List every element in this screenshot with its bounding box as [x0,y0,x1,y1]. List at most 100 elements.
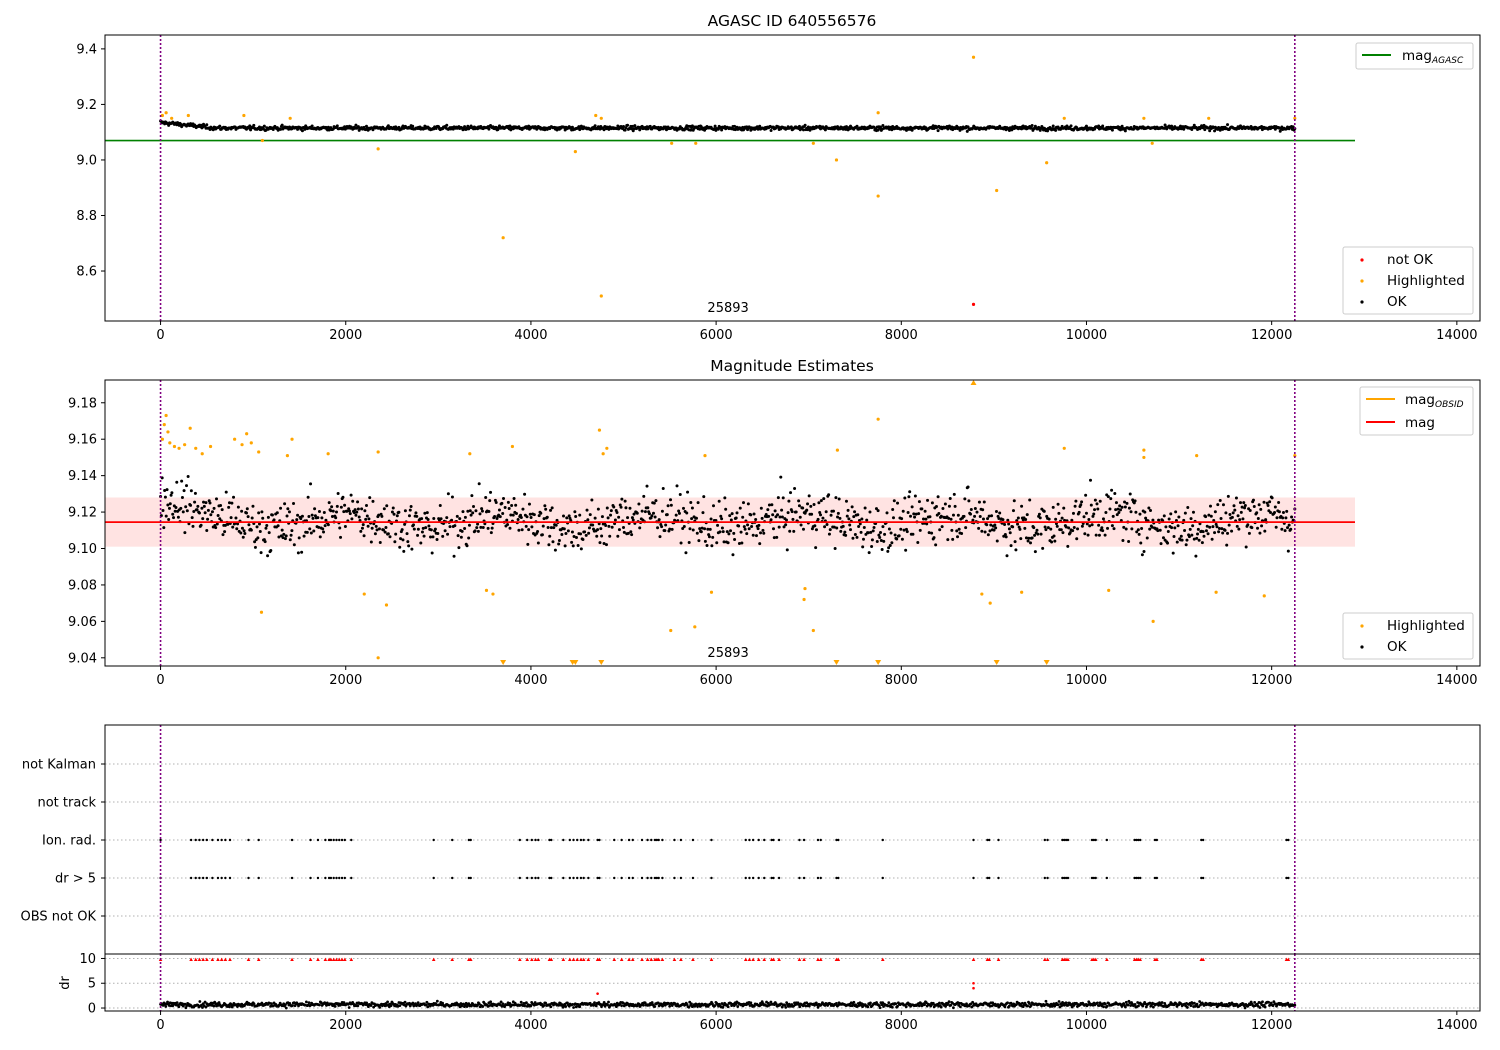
dr-ok-point [386,1000,389,1004]
ok-point [308,527,312,531]
ok-point [907,495,911,499]
ok-point [1280,527,1284,531]
flag-point [798,838,801,842]
dr-capped-point [1045,957,1050,961]
flag-point [562,876,565,880]
ok-point [1226,123,1230,127]
ok-point [579,547,583,551]
ok-point [769,129,773,133]
ok-point [928,515,932,519]
highlighted-point [376,450,380,454]
ok-point [1114,508,1118,512]
flag-point [324,876,327,880]
ok-point [310,513,314,517]
ok-point [952,492,956,496]
flag-point [327,838,331,842]
dr-ok-point [947,1000,951,1004]
ok-point [1256,517,1260,521]
dr-capped-point [581,957,586,961]
ok-point [248,124,252,128]
ok-point [350,517,354,521]
ok-point [386,532,390,536]
ok-point [280,123,284,127]
flag-point [1138,838,1142,842]
flag-point [324,838,327,842]
dr-ok-point [1103,1002,1107,1006]
dr-ok-point [721,1005,725,1009]
ok-point [690,124,694,128]
ok-point [870,545,874,549]
dr-ok-point [424,1003,428,1007]
highlighted-point [290,437,294,441]
dr-ok-point [252,1002,256,1006]
ok-point [646,506,650,510]
ok-point [828,528,832,532]
dr-capped-point [219,957,224,961]
ok-point [443,529,447,533]
ok-point [186,475,190,479]
ok-point [957,527,961,531]
flag-point [469,838,472,842]
dr-ok-point [403,1000,407,1004]
ok-point [179,506,183,510]
ok-point [1046,526,1050,530]
ok-point [1068,531,1072,535]
ok-point [253,545,257,549]
legend-highlighted-label: Highlighted [1387,618,1465,634]
ok-point [891,516,895,520]
ok-point [737,524,741,528]
ok-point [290,529,294,533]
flag-point [194,838,197,842]
ok-point [1189,517,1193,521]
ok-point [786,511,790,515]
ok-point [891,507,895,511]
ok-point [230,501,234,505]
dr-ok-point [931,1001,935,1005]
ok-point [1057,511,1061,515]
ok-point [479,525,483,529]
ok-point [761,528,765,532]
dr-capped-point [193,957,198,961]
ok-point [888,543,892,547]
dr-ok-point [1192,1001,1196,1005]
ok-point [1097,533,1101,537]
ok-point [640,509,644,513]
ok-point [729,518,733,522]
ok-point [1028,498,1032,502]
ok-point [362,534,366,538]
ok-point [657,518,661,522]
ok-point [893,533,897,537]
flag-point [802,876,806,880]
ok-point [1084,124,1088,128]
dr-ok-point [284,1006,288,1010]
dr-marks [158,954,1297,1011]
highlighted-point [876,194,880,198]
y-tick-label: 9.0 [76,153,97,168]
ok-point [682,524,686,528]
ok-point [1166,530,1170,534]
flag-point [587,838,590,842]
flag-point [1063,876,1066,880]
ok-point [806,502,810,506]
ok-point [480,509,484,513]
dr-ok-point [1195,1002,1199,1006]
ok-point [1281,516,1285,520]
ok-point [645,484,649,488]
ok-point [208,501,212,505]
ok-point [1101,124,1105,128]
ok-point [468,509,472,513]
ok-point [255,525,259,529]
ok-point [947,504,951,508]
ok-point [1053,539,1057,543]
ok-point [746,502,750,506]
ok-point [339,505,343,509]
flag-point [770,838,773,842]
flag-point [988,838,991,842]
ok-point [536,541,540,545]
ok-point [769,518,773,522]
ok-point [1186,506,1190,510]
legend-ok-label: OK [1387,294,1408,310]
ok-point [318,535,322,539]
flag-point [1043,838,1047,842]
ok-point [663,529,667,533]
